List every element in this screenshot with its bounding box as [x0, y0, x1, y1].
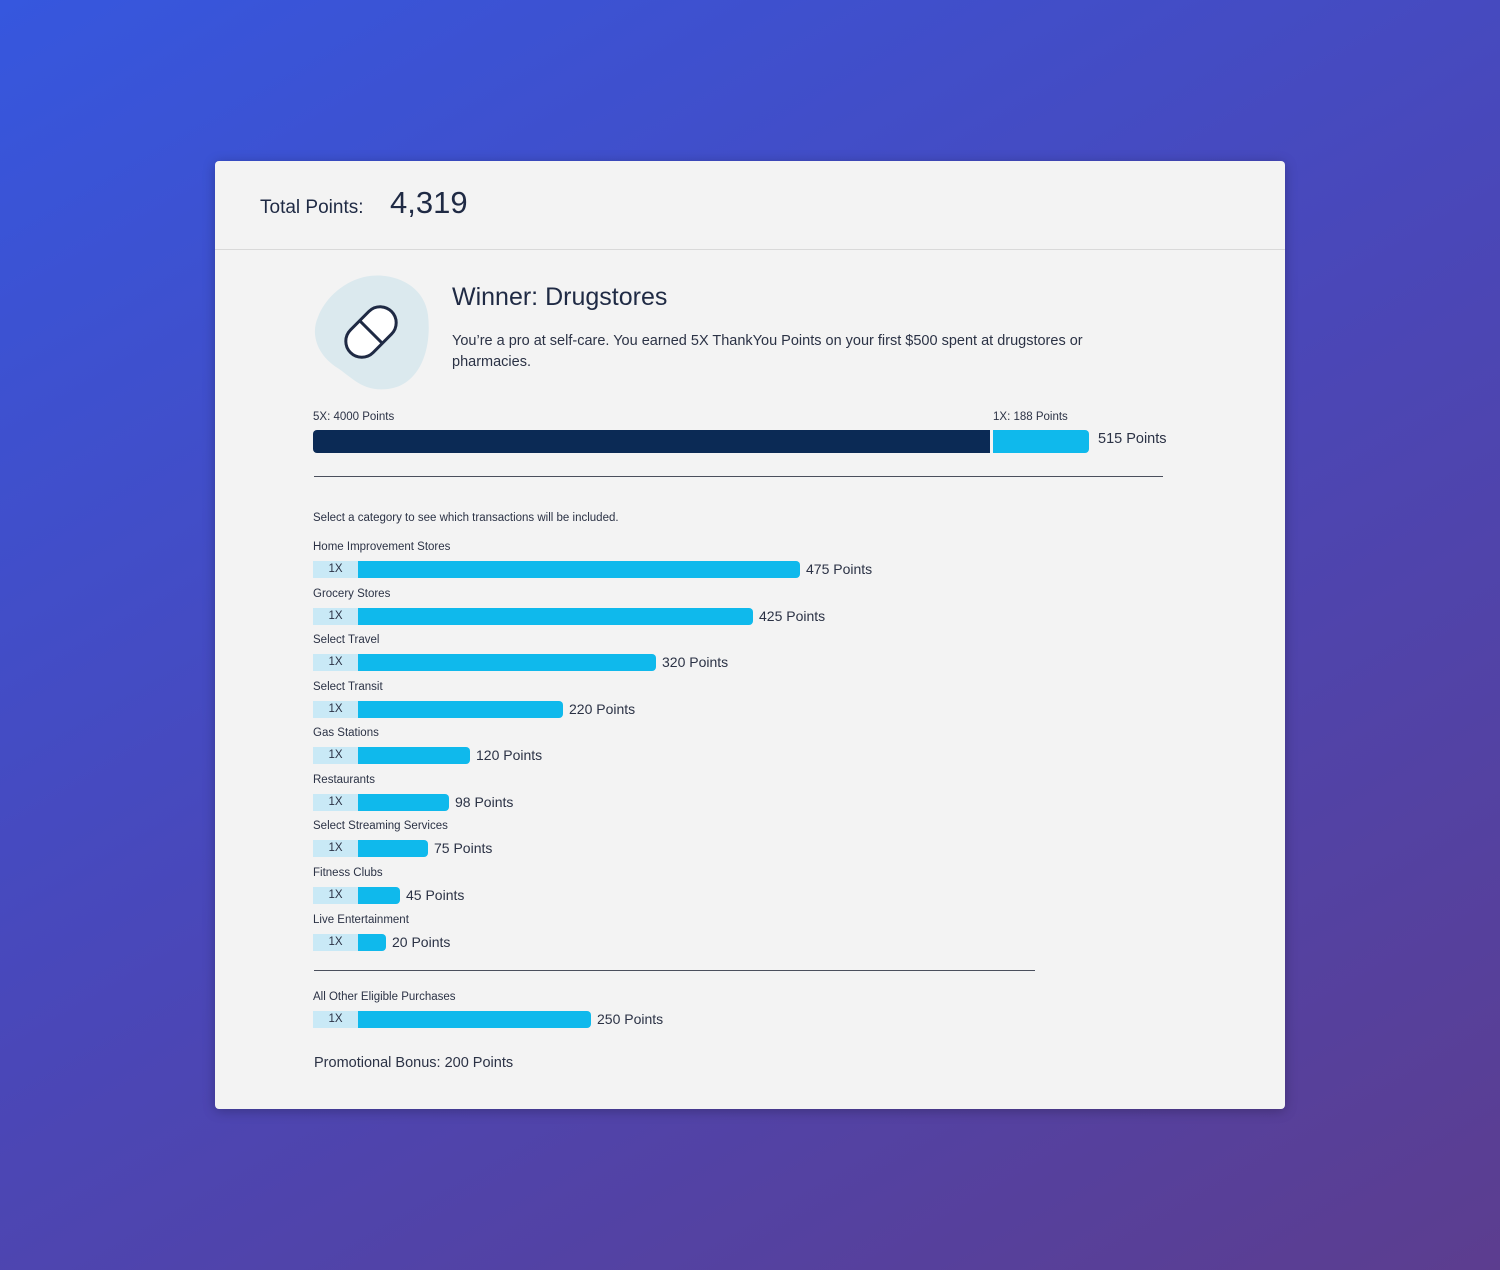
divider [314, 970, 1035, 971]
multiplier-badge: 1X [313, 561, 358, 578]
multiplier-badge: 1X [313, 608, 358, 625]
winner-total-points: 515 Points [1098, 431, 1167, 447]
category-name: Select Streaming Services [313, 820, 448, 832]
multiplier-badge: 1X [313, 701, 358, 718]
category-row[interactable]: Select Travel 1X 320 Points [313, 634, 1213, 674]
category-points-label: 425 Points [759, 608, 826, 624]
category-row[interactable]: Grocery Stores 1X 425 Points [313, 588, 1213, 628]
category-points-bar[interactable] [358, 608, 753, 625]
category-points-label: 98 Points [455, 794, 514, 810]
pill-icon [312, 273, 430, 391]
category-row[interactable]: Home Improvement Stores 1X 475 Points [313, 541, 1213, 581]
multiplier-badge: 1X [313, 747, 358, 764]
category-points-bar[interactable] [358, 654, 656, 671]
total-points-value: 4,319 [390, 185, 468, 220]
multiplier-badge: 1X [313, 887, 358, 904]
bonus-5x-label: 5X: 4000 Points [313, 411, 395, 423]
category-name: Restaurants [313, 774, 376, 786]
category-row[interactable]: Live Entertainment 1X 20 Points [313, 914, 1213, 954]
category-points-label: 75 Points [434, 840, 493, 856]
bonus-1x-bar [993, 430, 1089, 453]
category-points-label: 250 Points [597, 1011, 664, 1027]
category-row[interactable]: Select Streaming Services 1X 75 Points [313, 820, 1213, 860]
multiplier-badge: 1X [313, 1011, 358, 1028]
category-points-bar[interactable] [358, 747, 470, 764]
category-points-bar[interactable] [358, 1011, 591, 1028]
promotional-bonus: Promotional Bonus: 200 Points [314, 1055, 514, 1071]
bonus-1x-label: 1X: 188 Points [993, 411, 1068, 423]
category-points-bar[interactable] [358, 794, 449, 811]
category-name: Gas Stations [313, 727, 379, 739]
winner-title: Winner: Drugstores [452, 283, 668, 311]
total-points-label: Total Points: [260, 197, 364, 218]
category-name: Fitness Clubs [313, 867, 383, 879]
category-points-bar[interactable] [358, 840, 428, 857]
multiplier-badge: 1X [313, 840, 358, 857]
category-name: Select Travel [313, 634, 380, 646]
category-row[interactable]: Restaurants 1X 98 Points [313, 774, 1213, 814]
category-points-label: 320 Points [662, 654, 729, 670]
category-row[interactable]: Select Transit 1X 220 Points [313, 681, 1213, 721]
category-row[interactable]: Gas Stations 1X 120 Points [313, 727, 1213, 767]
category-name: Live Entertainment [313, 914, 409, 926]
category-row[interactable]: All Other Eligible Purchases 1X 250 Points [313, 991, 1213, 1031]
category-points-label: 45 Points [406, 887, 465, 903]
multiplier-badge: 1X [313, 934, 358, 951]
category-row[interactable]: Fitness Clubs 1X 45 Points [313, 867, 1213, 907]
winner-description: You’re a pro at self-care. You earned 5X… [452, 333, 1083, 370]
category-name: Grocery Stores [313, 588, 391, 600]
category-points-label: 20 Points [392, 934, 451, 950]
category-points-label: 220 Points [569, 701, 636, 717]
multiplier-badge: 1X [313, 794, 358, 811]
multiplier-badge: 1X [313, 654, 358, 671]
category-points-label: 120 Points [476, 747, 543, 763]
category-points-bar[interactable] [358, 701, 563, 718]
category-name: All Other Eligible Purchases [313, 991, 456, 1003]
category-points-bar[interactable] [358, 561, 800, 578]
category-name: Home Improvement Stores [313, 541, 451, 553]
category-instructions: Select a category to see which transacti… [313, 512, 619, 524]
bonus-5x-bar [313, 430, 990, 453]
divider [314, 476, 1163, 477]
card-header: Total Points: 4,319 [215, 161, 1285, 250]
category-points-bar[interactable] [358, 887, 400, 904]
points-card: Total Points: 4,319 Winner: Drugstores Y… [215, 161, 1285, 1109]
category-points-label: 475 Points [806, 561, 873, 577]
category-points-bar[interactable] [358, 934, 386, 951]
category-name: Select Transit [313, 681, 383, 693]
